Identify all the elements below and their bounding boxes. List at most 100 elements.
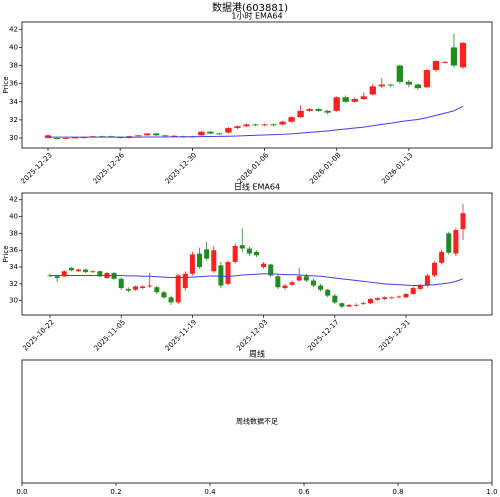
candle-body xyxy=(54,276,60,278)
candle-body xyxy=(387,84,394,86)
ema-line xyxy=(48,105,464,138)
subplot-title: 周线 xyxy=(249,349,265,359)
candle-body xyxy=(450,47,458,66)
candle-body xyxy=(147,285,153,287)
y-tick-label: 32 xyxy=(9,280,18,288)
candle-body xyxy=(325,289,331,296)
x-tick-label: 2025-12-23 xyxy=(19,151,53,185)
axes-frame xyxy=(21,192,493,316)
candle-body xyxy=(279,121,286,125)
candle-body xyxy=(83,269,89,273)
candle-body xyxy=(439,251,445,263)
candle-body xyxy=(207,131,214,134)
candle-body xyxy=(261,124,268,126)
y-axis-label: Price xyxy=(2,245,10,262)
candle-body xyxy=(303,276,309,281)
candle-body xyxy=(282,285,288,289)
candle-body xyxy=(246,248,252,254)
x-tick-label: 2025-12-30 xyxy=(164,151,198,185)
x-tick-label: 0.8 xyxy=(392,488,403,496)
candle-body xyxy=(353,304,359,306)
x-tick-label: 0.0 xyxy=(16,488,27,496)
y-tick-label: 40 xyxy=(9,43,18,51)
candle-body xyxy=(332,295,338,303)
candle-body xyxy=(225,128,232,133)
y-axis-label: Price xyxy=(2,76,10,93)
candle-body xyxy=(252,124,259,126)
y-tick-label: 36 xyxy=(9,246,18,254)
candle-body xyxy=(234,126,241,129)
x-tick-label: 0.6 xyxy=(298,488,310,496)
x-tick-label: 2026-01-13 xyxy=(380,151,414,185)
candle-body xyxy=(132,286,138,290)
candle-body xyxy=(225,261,231,284)
candle-body xyxy=(297,110,304,118)
candle-body xyxy=(417,285,423,289)
candle-body xyxy=(243,124,250,127)
y-tick-label: 32 xyxy=(9,116,18,124)
candle-body xyxy=(53,138,61,139)
candle-body xyxy=(446,233,452,253)
candle-body xyxy=(175,275,181,303)
candle-body xyxy=(369,86,376,95)
candle-body xyxy=(459,42,467,68)
candle-body xyxy=(98,136,106,138)
y-tick-label: 38 xyxy=(9,62,18,70)
candle-body xyxy=(324,110,331,113)
x-tick-label: 2025-12-03 xyxy=(235,318,269,352)
y-tick-label: 34 xyxy=(9,98,18,106)
candle-body xyxy=(414,84,422,89)
x-tick-label: 2025-12-17 xyxy=(306,318,340,352)
candle-body xyxy=(68,267,74,271)
candle-body xyxy=(432,60,440,71)
candle-body xyxy=(140,286,146,289)
page-title: 数据港(603881) xyxy=(212,1,288,14)
candle-body xyxy=(424,275,430,286)
candle-body xyxy=(198,131,205,136)
x-tick-label: 0.4 xyxy=(204,488,216,496)
ema-line xyxy=(50,273,464,287)
candle-body xyxy=(275,276,281,288)
candle-body xyxy=(375,298,381,300)
candle-body xyxy=(218,265,224,286)
y-tick-label: 40 xyxy=(9,213,18,221)
candle-body xyxy=(254,251,259,256)
candle-body xyxy=(162,135,169,137)
candle-body xyxy=(75,269,81,272)
candle-body xyxy=(288,117,295,122)
x-tick-label: 2025-12-26 xyxy=(92,151,127,186)
candle-body xyxy=(118,278,124,289)
candle-body xyxy=(90,271,96,273)
x-tick-label: 2026-01-08 xyxy=(308,151,342,185)
candle-body xyxy=(182,273,188,289)
axes-frame xyxy=(21,21,493,149)
candle-body xyxy=(405,81,413,85)
candle-body xyxy=(360,303,366,305)
candle-body xyxy=(453,230,459,254)
annotation: 周线数据不足 xyxy=(236,417,278,426)
candle-body xyxy=(154,287,160,293)
candle-body xyxy=(396,296,402,298)
candle-body xyxy=(342,97,349,102)
candle-body xyxy=(216,133,223,135)
candle-body xyxy=(211,250,217,272)
candle-body xyxy=(339,303,345,307)
candle-body xyxy=(351,99,358,102)
candle-body xyxy=(189,254,195,274)
candle-body xyxy=(296,276,302,281)
candle-body xyxy=(71,137,79,139)
candle-body xyxy=(204,249,210,259)
candle-body xyxy=(441,61,449,63)
y-tick-label: 36 xyxy=(9,80,18,88)
candle-body xyxy=(62,138,70,139)
candle-body xyxy=(232,246,238,262)
x-tick-label: 2025-11-19 xyxy=(164,318,198,352)
candle-body xyxy=(396,65,404,82)
candle-body xyxy=(315,109,322,111)
candle-body xyxy=(61,271,67,277)
candle-body xyxy=(318,285,324,290)
candle-body xyxy=(389,297,395,299)
x-tick-label: 2025-12-31 xyxy=(377,318,411,352)
candle-body xyxy=(432,262,438,276)
